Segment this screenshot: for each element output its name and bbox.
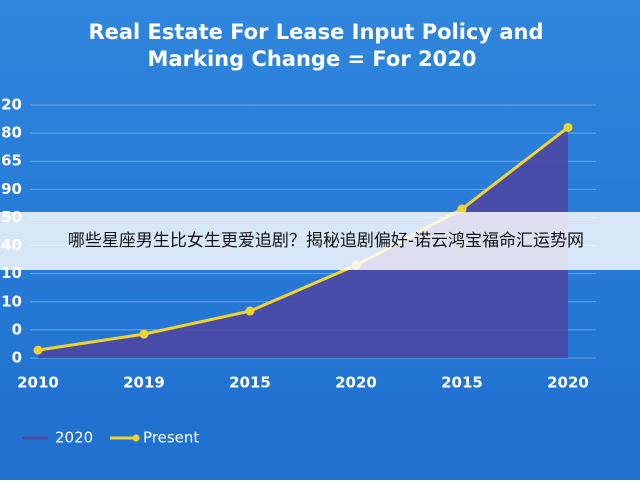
chart-title: Real Estate For Lease Input Policy and xyxy=(88,20,543,44)
legend-marker xyxy=(132,434,140,442)
legend-label: 2020 xyxy=(55,429,93,447)
x-tick-label: 2015 xyxy=(441,374,483,392)
point xyxy=(245,306,255,316)
area xyxy=(38,127,568,358)
banner xyxy=(0,212,640,270)
point xyxy=(139,329,149,339)
y-tick-label: 20 xyxy=(1,96,22,114)
line xyxy=(37,126,569,352)
chart-subtitle: Marking Change = For 2020 xyxy=(148,47,477,71)
x-tick-label: 2020 xyxy=(335,374,377,392)
point xyxy=(457,204,467,214)
y-tick-label: 80 xyxy=(1,124,22,142)
x-tick-label: 2015 xyxy=(229,374,271,392)
y-tick-label: 0 xyxy=(12,320,22,338)
y-tick-label: 10 xyxy=(1,292,22,310)
x-tick-label: 2010 xyxy=(17,374,59,392)
y-tick-label: 90 xyxy=(1,180,22,198)
banner-text: 哪些星座男生比女生更爱追剧？揭秘追剧偏好-诺云鸿宝福命汇运势网 xyxy=(68,231,584,251)
legend-label: Present xyxy=(143,429,199,447)
y-tick-label: 0 xyxy=(12,349,22,367)
y-tick-label: 65 xyxy=(1,152,22,170)
point xyxy=(33,345,43,355)
x-tick-label: 2019 xyxy=(123,374,165,392)
x-tick-label: 2020 xyxy=(547,374,589,392)
point xyxy=(563,122,573,132)
